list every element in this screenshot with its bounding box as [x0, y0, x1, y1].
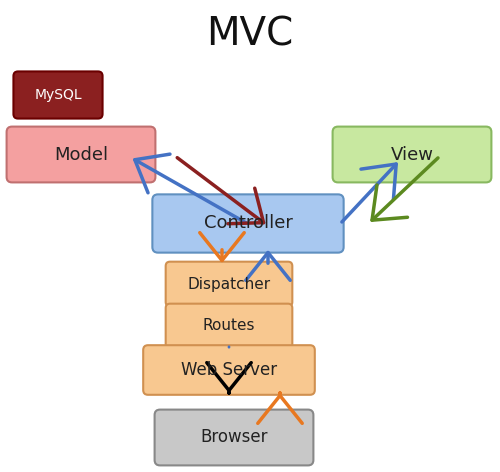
Text: View: View	[390, 145, 434, 163]
FancyBboxPatch shape	[154, 410, 314, 465]
FancyBboxPatch shape	[143, 345, 315, 395]
FancyBboxPatch shape	[6, 126, 156, 182]
FancyBboxPatch shape	[152, 194, 344, 253]
FancyBboxPatch shape	[166, 303, 292, 348]
FancyBboxPatch shape	[166, 261, 292, 306]
Text: Routes: Routes	[203, 319, 256, 334]
Text: Browser: Browser	[200, 429, 268, 447]
FancyBboxPatch shape	[14, 71, 102, 118]
Text: MVC: MVC	[206, 15, 294, 53]
Text: Web Server: Web Server	[181, 361, 277, 379]
Text: MySQL: MySQL	[34, 88, 82, 102]
FancyBboxPatch shape	[332, 126, 492, 182]
Text: Controller: Controller	[204, 214, 292, 233]
Text: Model: Model	[54, 145, 108, 163]
Text: Dispatcher: Dispatcher	[188, 277, 270, 292]
